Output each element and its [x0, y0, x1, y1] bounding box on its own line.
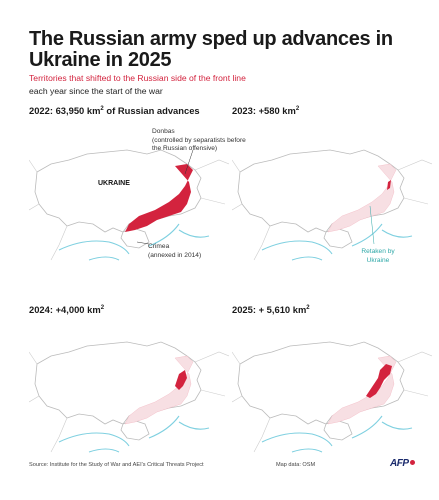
logo-dot-icon	[409, 460, 415, 465]
advance-area-2023	[387, 180, 391, 190]
crimea-outline	[323, 419, 353, 441]
crimea-outline	[120, 227, 150, 249]
map-2022	[29, 149, 229, 261]
donbas-leader	[184, 149, 194, 175]
advance-area-2025	[366, 364, 392, 398]
retaken-leader	[369, 205, 375, 245]
panel-title-2022: 2022: 63,950 km2 of Russian advances	[29, 105, 200, 116]
crimea-outline	[323, 227, 353, 249]
previous-area	[124, 355, 194, 425]
page-title: The Russian army sped up advances in Ukr…	[29, 28, 393, 71]
neighbor-border	[29, 159, 229, 261]
map-2025	[232, 341, 432, 453]
neighbor-border	[232, 159, 432, 261]
map-data-note: Map data: OSM	[276, 462, 316, 468]
water-rivers	[261, 223, 413, 261]
panel-title-2023: 2023: +580 km2	[232, 105, 300, 116]
crimea-leader	[136, 241, 150, 245]
annotation-retaken: Retaken by Ukraine	[361, 248, 395, 264]
water-rivers	[58, 223, 210, 261]
map-2023	[232, 149, 432, 261]
water-rivers	[261, 415, 413, 453]
annotation-crimea: Crimea (annexed in 2014)	[148, 243, 202, 259]
panel-title-2025: 2025: + 5,610 km2	[232, 304, 310, 315]
afp-logo: AFP	[390, 458, 415, 469]
neighbor-border	[232, 351, 432, 453]
source-note: Source: Institute for the Study of War a…	[29, 462, 204, 468]
crimea-outline	[120, 419, 150, 441]
previous-area	[327, 163, 397, 233]
neighbor-border	[29, 351, 229, 453]
annotation-ukraine: UKRAINE	[98, 180, 130, 187]
annotation-donbas: Donbas (controlled by separatists before…	[152, 128, 246, 153]
ukraine-outline	[34, 149, 202, 233]
subtitle-highlight: Territories that shifted to the Russian …	[29, 73, 246, 83]
map-2024	[29, 341, 229, 453]
previous-area	[327, 355, 397, 425]
advance-area-2022	[125, 164, 193, 232]
advance-area-2024	[175, 370, 187, 390]
ukraine-outline	[237, 149, 405, 233]
water-rivers	[58, 415, 210, 453]
subtitle: each year since the start of the war	[29, 86, 163, 96]
panel-title-2024: 2024: +4,000 km2	[29, 304, 105, 315]
